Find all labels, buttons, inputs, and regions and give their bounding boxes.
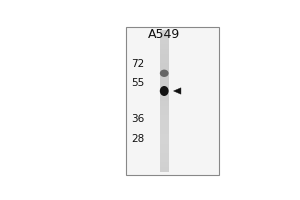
Bar <box>160 35 169 40</box>
Bar <box>160 158 169 162</box>
Ellipse shape <box>160 70 169 77</box>
Bar <box>160 68 169 73</box>
Bar <box>160 162 169 167</box>
Text: 28: 28 <box>131 134 145 144</box>
Bar <box>160 153 169 158</box>
Bar <box>160 30 169 35</box>
Bar <box>160 49 169 54</box>
Bar <box>160 139 169 144</box>
Bar <box>160 115 169 120</box>
Bar <box>160 30 169 172</box>
Bar <box>160 134 169 139</box>
Bar <box>160 77 169 82</box>
Bar <box>160 58 169 63</box>
Ellipse shape <box>160 86 169 96</box>
Bar <box>160 129 169 134</box>
Bar <box>160 101 169 106</box>
Bar <box>160 73 169 77</box>
Text: 72: 72 <box>131 59 145 69</box>
Polygon shape <box>173 88 181 94</box>
Bar <box>160 54 169 58</box>
Bar <box>160 106 169 110</box>
Text: A549: A549 <box>148 28 180 41</box>
Bar <box>160 144 169 148</box>
Bar <box>160 120 169 125</box>
Bar <box>160 44 169 49</box>
Bar <box>126 27 219 175</box>
Bar <box>160 63 169 68</box>
Bar <box>160 96 169 101</box>
Bar <box>160 148 169 153</box>
Bar <box>160 125 169 129</box>
Text: 55: 55 <box>131 78 145 88</box>
Bar <box>160 82 169 87</box>
Bar <box>160 110 169 115</box>
Bar <box>160 167 169 172</box>
Bar <box>160 40 169 44</box>
Bar <box>160 87 169 92</box>
Text: 36: 36 <box>131 114 145 124</box>
Bar <box>160 92 169 96</box>
